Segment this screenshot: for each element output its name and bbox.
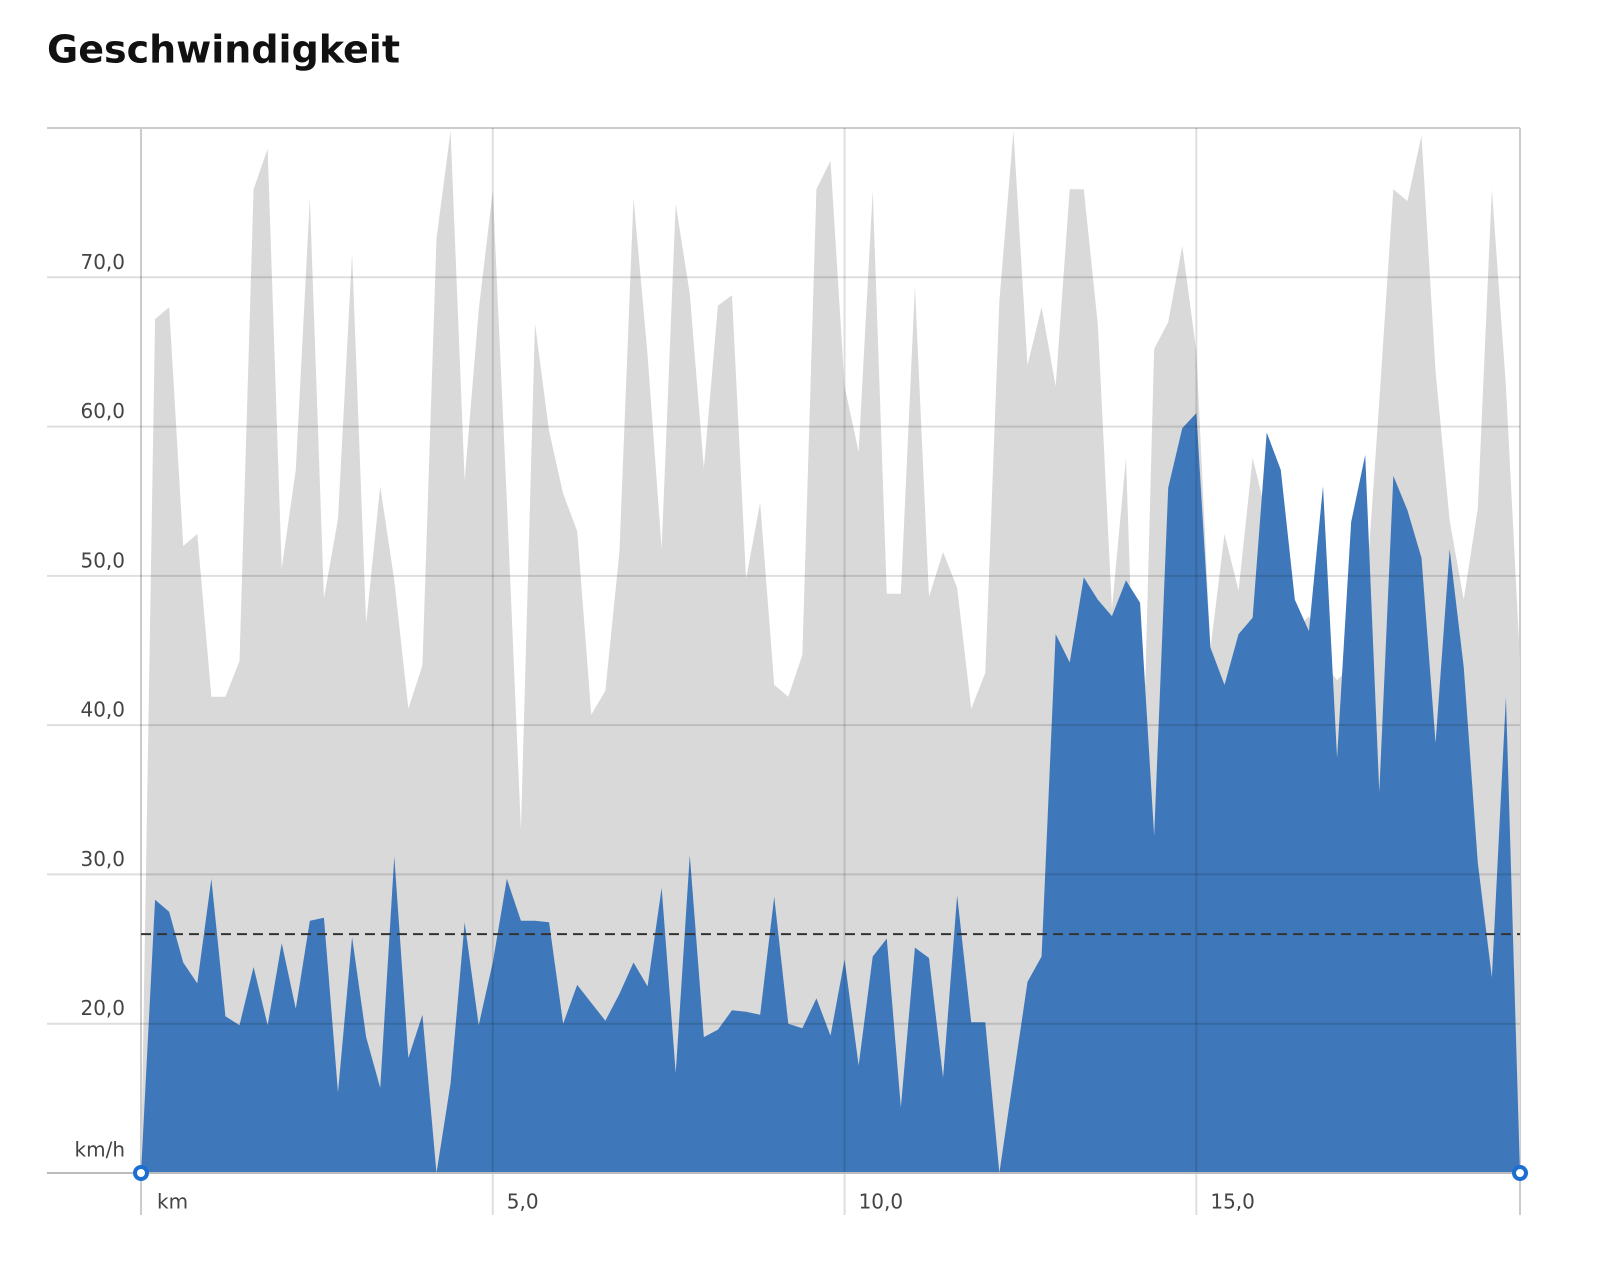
- x-tick-label: 10,0: [859, 1190, 904, 1214]
- x-unit-label: km: [157, 1190, 188, 1214]
- y-tick-label: 50,0: [80, 548, 125, 572]
- y-tick-label: 70,0: [80, 250, 125, 274]
- range-handle: [1512, 1165, 1528, 1181]
- y-unit-label: km/h: [75, 1138, 125, 1162]
- x-tick-label: 15,0: [1210, 1190, 1255, 1214]
- area: [141, 413, 1520, 1173]
- range-handle: [133, 1165, 149, 1181]
- y-tick-label: 30,0: [80, 847, 125, 871]
- chart-title: Geschwindigkeit: [47, 28, 400, 72]
- y-tick-label: 40,0: [80, 698, 125, 722]
- y-tick-label: 60,0: [80, 399, 125, 423]
- x-tick-label: 5,0: [507, 1190, 539, 1214]
- y-tick-label: 20,0: [80, 996, 125, 1020]
